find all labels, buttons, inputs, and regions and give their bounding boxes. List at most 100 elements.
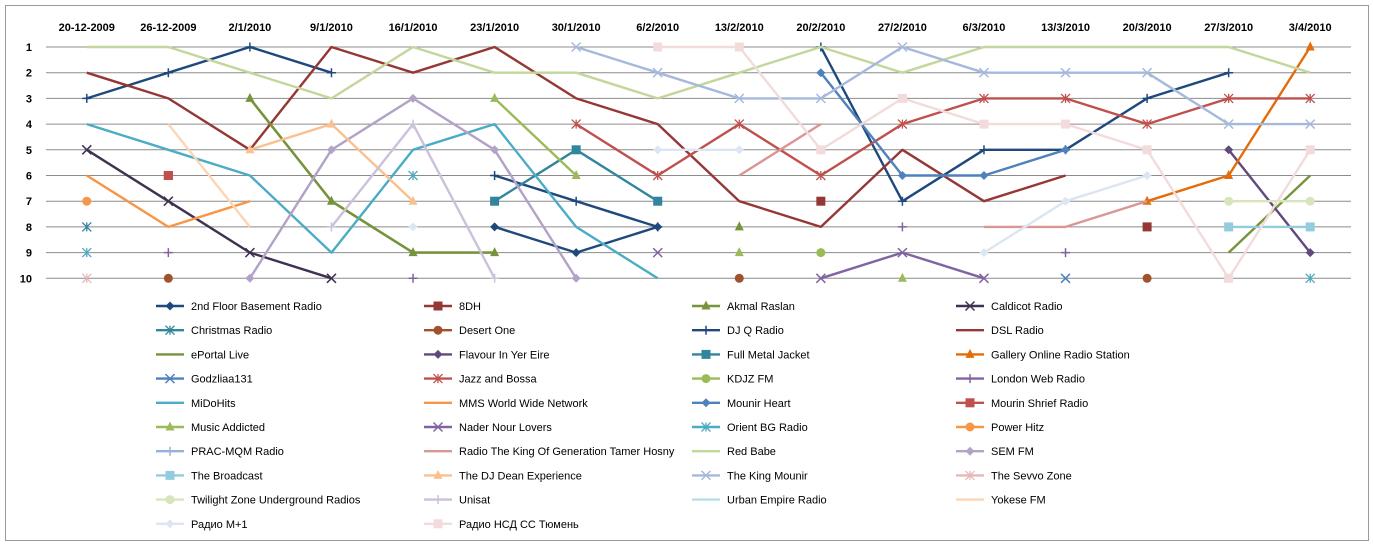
the-broadcast-point xyxy=(1305,222,1315,232)
the-king-mounir-line xyxy=(575,45,1311,126)
mounir-heart-point xyxy=(1061,145,1071,155)
music-addicted-line xyxy=(493,97,577,177)
legend-swatch-marker xyxy=(965,422,975,432)
series-lines xyxy=(81,41,1316,284)
legend-item-the-broadcast: The Broadcast xyxy=(156,470,263,482)
радио-нсд-сс-тюмень-point xyxy=(1224,273,1234,283)
legend-swatch-marker xyxy=(165,301,175,311)
nader-nour-lovers-point xyxy=(815,273,826,284)
legend-label: Twilight Zone Underground Radios xyxy=(191,495,361,507)
series-christmas-radio xyxy=(81,221,92,232)
chart-frame: 20-12-2009 26-12-2009 2/1/2010 9/1/2010 16/1… xyxy=(5,5,1369,541)
unisat-point xyxy=(490,273,500,283)
радио-нсд-сс-тюмень-point xyxy=(734,42,744,52)
legend-item-urban-empire-radio: Urban Empire Radio xyxy=(692,495,827,507)
legend-swatch-marker xyxy=(701,300,711,310)
unisat-point xyxy=(408,119,418,129)
x-tick-label: 13/2/2010 xyxy=(715,22,764,34)
series-nader-nour-lovers xyxy=(652,247,989,284)
dj-q-radio-point xyxy=(82,93,92,103)
x-tick-label: 2/1/2010 xyxy=(228,22,271,34)
legend-label: DSL Radio xyxy=(991,325,1044,337)
legend: 2nd Floor Basement Radio 8DH Akmal Raslan C… xyxy=(156,300,1130,531)
london-web-radio-point xyxy=(408,273,418,283)
legend-swatch-marker xyxy=(701,349,711,359)
mounir-heart-point xyxy=(897,171,907,180)
радио-м-1-point xyxy=(1142,171,1152,180)
dj-q-radio-point xyxy=(490,171,500,180)
series-mms-world-wide-network xyxy=(86,174,251,229)
sem-fm-point xyxy=(408,93,418,103)
радио-нсд-сс-тюмень-point xyxy=(653,42,663,52)
legend-label: PRAC-MQM Radio xyxy=(191,446,284,458)
legend-item-twilight-zone-underground-radios: Twilight Zone Underground Radios xyxy=(156,495,361,507)
the-king-mounir-point xyxy=(1305,119,1316,130)
legend-item-desert-one: Desert One xyxy=(424,325,515,337)
series-twilight-zone-underground-radios xyxy=(1224,196,1315,206)
jazz-and-bossa-point xyxy=(1142,119,1153,130)
caldicot-radio-line xyxy=(86,148,332,280)
legend-swatch-marker xyxy=(965,446,975,456)
legend-item-yokese-fm: Yokese FM xyxy=(956,495,1046,507)
legend-item-mms-world-wide-network: MMS World Wide Network xyxy=(424,398,588,410)
legend-label: Радио М+1 xyxy=(191,519,248,531)
orient-bg-radio-point xyxy=(408,170,418,181)
bump-chart: 20-12-2009 26-12-2009 2/1/2010 9/1/2010 16/1… xyxy=(20,22,1351,531)
jazz-and-bossa-point xyxy=(815,170,826,181)
legend-label: Urban Empire Radio xyxy=(727,495,827,507)
x-tick-label: 9/1/2010 xyxy=(310,22,353,34)
series-godzliaa131 xyxy=(1060,273,1071,284)
y-tick-label: 7 xyxy=(26,196,32,208)
london-web-radio-point xyxy=(1061,248,1071,258)
dj-q-radio-point xyxy=(245,42,255,52)
the-dj-dean-experience-point xyxy=(326,118,336,128)
legend-item-full-metal-jacket: Full Metal Jacket xyxy=(692,349,810,361)
y-tick-label: 10 xyxy=(20,273,32,285)
x-tick-label: 13/3/2010 xyxy=(1041,22,1090,34)
legend-item-радио-нсд-сс-тюмень: Радио НСД СС Тюмень xyxy=(424,519,579,531)
caldicot-radio-point xyxy=(244,247,255,258)
series-the-king-mounir xyxy=(571,41,1316,130)
series-midohits xyxy=(86,122,659,280)
y-tick-label: 4 xyxy=(26,119,33,131)
music-addicted-point xyxy=(571,170,581,179)
series-the-broadcast xyxy=(1224,222,1315,232)
радио-м-1-point xyxy=(734,145,744,155)
legend-label: Mourin Shrief Radio xyxy=(991,398,1088,410)
legend-label: Music Addicted xyxy=(191,422,265,434)
x-tick-label: 6/3/2010 xyxy=(963,22,1006,34)
the-king-mounir-point xyxy=(978,67,989,78)
legend-label: ePortal Live xyxy=(191,349,249,361)
midohits-line xyxy=(86,122,659,280)
y-tick-label: 9 xyxy=(26,248,32,260)
dj-q-radio-point xyxy=(1142,93,1152,103)
legend-item-london-web-radio: London Web Radio xyxy=(956,374,1085,386)
x-tick-label: 6/2/2010 xyxy=(636,22,679,34)
sem-fm-point xyxy=(571,273,581,283)
legend-item-jazz-and-bossa: Jazz and Bossa xyxy=(424,374,538,386)
legend-item-akmal-raslan: Akmal Raslan xyxy=(692,300,795,313)
dj-q-radio-point xyxy=(1224,68,1234,78)
x-tick-label: 20-12-2009 xyxy=(59,22,115,34)
legend-item-midohits: MiDoHits xyxy=(156,398,236,410)
legend-label: SEM FM xyxy=(991,446,1034,458)
legend-swatch-marker xyxy=(165,325,175,336)
series-the-dj-dean-experience xyxy=(245,118,418,205)
twilight-zone-underground-radios-point xyxy=(1305,196,1315,206)
series-mourin-shrief-radio xyxy=(163,171,173,180)
2nd-floor-basement-radio-point xyxy=(490,222,500,232)
legend-label: Nader Nour Lovers xyxy=(459,422,552,434)
series-orient-bg-radio xyxy=(81,170,1316,284)
legend-label: Gallery Online Radio Station xyxy=(991,349,1130,361)
series-the-sevvo-zone xyxy=(81,273,92,284)
series-радио-нсд-сс-тюмень xyxy=(653,42,1315,283)
mounir-heart-point xyxy=(979,171,989,180)
радио-нсд-сс-тюмень-point xyxy=(1061,119,1071,129)
kdjz-fm-point xyxy=(816,248,826,258)
caldicot-radio-point xyxy=(163,196,174,207)
legend-item-the-sevvo-zone: The Sevvo Zone xyxy=(956,470,1072,482)
jazz-and-bossa-point xyxy=(897,119,908,130)
music-addicted-point xyxy=(897,272,907,282)
радио-нсд-сс-тюмень-line xyxy=(657,45,1312,280)
the-king-mounir-point xyxy=(815,93,826,104)
